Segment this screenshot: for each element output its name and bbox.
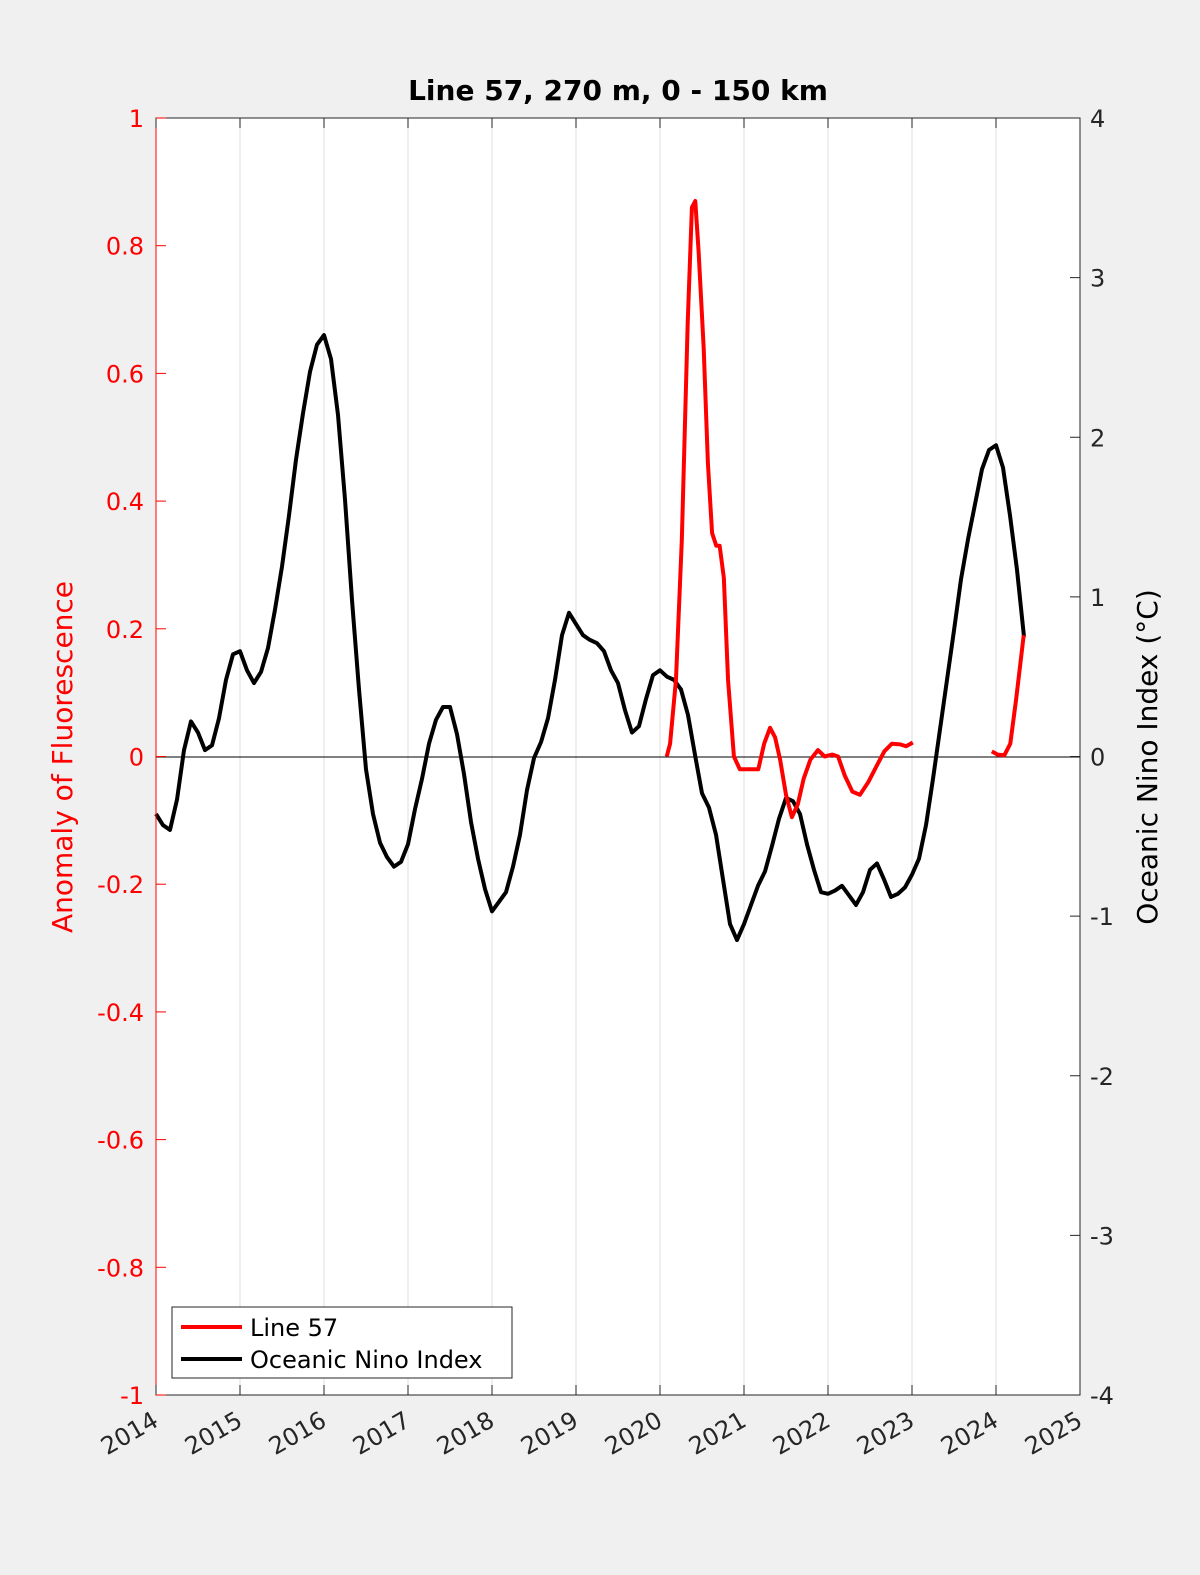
y-right-tick-label: -4 [1090,1382,1114,1410]
y-left-tick-label: -0.4 [97,999,144,1027]
y-right-tick-label: -2 [1090,1063,1114,1091]
y-right-tick-label: -3 [1090,1222,1114,1250]
legend: Line 57 Oceanic Nino Index [171,1306,513,1379]
y-left-tick-label: -1 [120,1382,144,1410]
y-left-tick-label: 0.4 [106,488,144,516]
legend-label-line57: Line 57 [250,1314,338,1342]
y-right-tick-label: 3 [1090,265,1105,293]
y-left-tick-label: -0.2 [97,871,144,899]
series-line-oceanic-nino-index [154,333,1026,943]
y-right-tick-label: -1 [1090,903,1114,931]
chart-title: Line 57, 270 m, 0 - 150 km [408,74,828,107]
y-left-tick-label: 0.6 [106,360,144,388]
y-axis-left-label: Anomaly of Fluorescence [46,581,79,933]
y-right-tick-label: 0 [1090,744,1105,772]
legend-box [171,1306,513,1379]
y-right-tick-label: 1 [1090,584,1105,612]
y-left-tick-label: 0.8 [106,233,144,261]
y-right-tick-label: 4 [1090,105,1105,133]
y-right-tick-label: 2 [1090,424,1105,452]
series-line-line57-segment-1 [990,634,1026,758]
y-left-tick-label: -0.8 [97,1254,144,1282]
y-axis-right-label: Oceanic Nino Index (°C) [1131,589,1164,925]
y-left-tick-label: 1 [129,105,144,133]
legend-label-oni: Oceanic Nino Index [250,1346,482,1374]
y-left-tick-label: 0.2 [106,616,144,644]
y-left-tick-label: -0.6 [97,1127,144,1155]
y-left-tick-label: 0 [129,744,144,772]
series-line-line57-segment-0 [664,199,914,820]
